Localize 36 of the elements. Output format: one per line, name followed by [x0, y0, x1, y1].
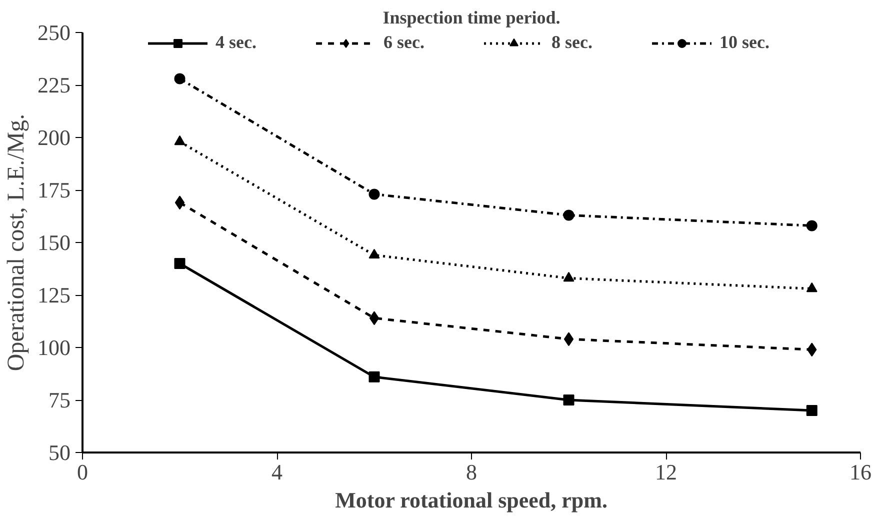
- y-tick-label: 200: [38, 125, 70, 150]
- point: [806, 220, 818, 232]
- point: [563, 394, 574, 406]
- point: [368, 188, 380, 200]
- x-tick-label: 8: [466, 460, 477, 484]
- point: [806, 282, 818, 292]
- x-axis-title: Motor rotational speed, rpm.: [335, 488, 608, 512]
- legend-label: 4 sec.: [216, 32, 258, 53]
- point: [174, 258, 186, 269]
- legend-label: 10 sec.: [720, 32, 770, 53]
- x-tick-label: 16: [850, 460, 872, 484]
- y-tick-label: 250: [38, 20, 70, 45]
- point: [174, 135, 186, 146]
- point: [174, 196, 185, 210]
- point: [563, 272, 574, 282]
- y-tick-label: 50: [48, 440, 70, 465]
- y-tick-label: 125: [38, 282, 70, 308]
- y-tick-label: 100: [38, 335, 70, 360]
- point: [563, 210, 574, 221]
- point: [368, 248, 380, 258]
- point: [368, 371, 380, 382]
- x-tick-label: 12: [655, 460, 677, 484]
- point: [369, 311, 380, 326]
- point: [806, 405, 818, 416]
- legend-title: Inspection time period.: [382, 8, 560, 28]
- y-axis-title: Operational cost, L.E./Mg.: [4, 114, 30, 372]
- y-tick-label: 225: [38, 72, 70, 98]
- x-tick-label: 0: [77, 460, 88, 484]
- point: [174, 73, 186, 84]
- y-tick-label: 75: [48, 388, 70, 412]
- legend-label: 6 sec.: [384, 32, 426, 53]
- y-tick-label: 150: [38, 230, 70, 255]
- x-tick-label: 4: [272, 460, 282, 484]
- y-tick-label: 175: [38, 178, 70, 202]
- legend-label: 8 sec.: [552, 32, 594, 53]
- point: [564, 332, 574, 346]
